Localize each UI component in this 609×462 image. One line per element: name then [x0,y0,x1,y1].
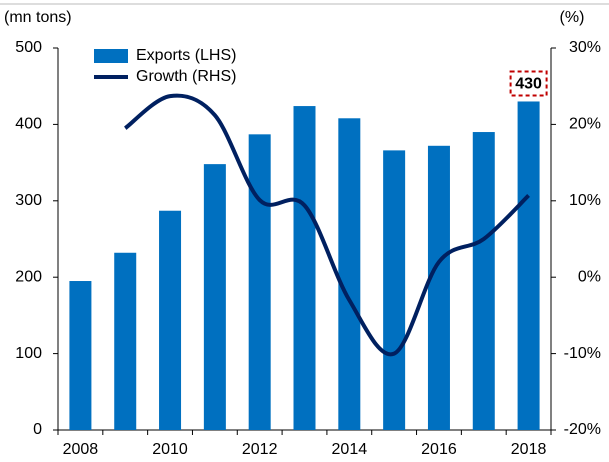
y2-tick-label: 0% [578,268,601,285]
annotation: 430 [515,76,542,93]
line [123,93,530,357]
y2-tick-label: -10% [564,345,601,362]
x-tick-label: 2018 [511,441,547,458]
y2-tick-label: 20% [569,116,601,133]
y-axis-label: (mn tons) [4,9,72,26]
x-tick-label: 2010 [152,441,188,458]
y2-axis-label: (%) [560,9,585,26]
y-tick-label: 300 [15,192,42,209]
annotation-box [509,70,548,97]
y2-tick-label: 10% [569,192,601,209]
x-tick-label: 2016 [421,441,457,458]
x-tick-label: 2012 [242,441,278,458]
y-tick-label: 500 [15,39,42,56]
legend-label: Growth (RHS) [136,68,236,85]
y2-tick-label: -20% [564,421,601,438]
y-tick-label: 100 [15,345,42,362]
bar [383,150,406,430]
x-tick-label: 2014 [332,441,368,458]
bar [517,101,540,430]
y-tick-label: 200 [15,268,42,285]
bar [427,145,450,431]
y-tick-label: 400 [15,116,42,133]
bar [472,132,495,431]
legend-label: Exports (LHS) [136,47,236,64]
legend-swatch [94,49,128,63]
bar [114,252,137,430]
bar [248,134,271,430]
bar [159,210,182,430]
bar [293,106,316,431]
y-tick-label: 0 [33,421,42,438]
bar [203,164,226,431]
bar [69,281,92,430]
y2-tick-label: 30% [569,39,601,56]
bar [338,118,361,431]
x-tick-label: 2008 [63,441,99,458]
